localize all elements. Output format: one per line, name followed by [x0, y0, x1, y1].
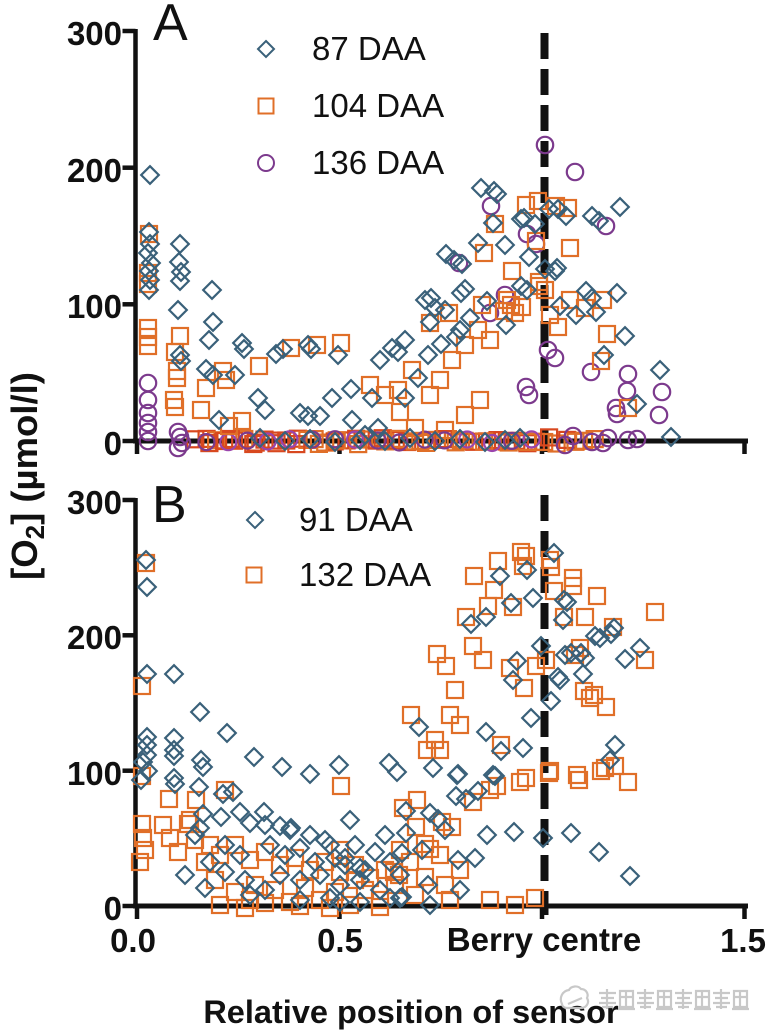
svg-text:300: 300: [67, 484, 122, 521]
svg-text:0.0: 0.0: [110, 922, 156, 959]
svg-text:132 DAA: 132 DAA: [299, 556, 431, 593]
svg-text:0: 0: [104, 425, 122, 462]
svg-text:87 DAA: 87 DAA: [312, 30, 426, 67]
svg-text:Relative position of sensor: Relative position of sensor: [203, 994, 619, 1030]
svg-text:1.5: 1.5: [720, 922, 766, 959]
svg-text:0: 0: [104, 890, 122, 927]
svg-text:104 DAA: 104 DAA: [312, 87, 444, 124]
svg-text:100: 100: [67, 755, 122, 792]
svg-text:200: 200: [67, 152, 122, 189]
svg-text:A: A: [153, 0, 188, 52]
svg-text:Berry centre: Berry centre: [447, 921, 641, 958]
svg-text:300: 300: [67, 15, 122, 52]
svg-text:B: B: [152, 476, 187, 534]
svg-text:[O2] (µmol/l): [O2] (µmol/l): [4, 372, 50, 580]
svg-text:136 DAA: 136 DAA: [312, 144, 444, 181]
svg-text:0.5: 0.5: [317, 922, 363, 959]
svg-text:91 DAA: 91 DAA: [299, 501, 413, 538]
svg-text:100: 100: [67, 288, 122, 325]
svg-text:200: 200: [67, 619, 122, 656]
